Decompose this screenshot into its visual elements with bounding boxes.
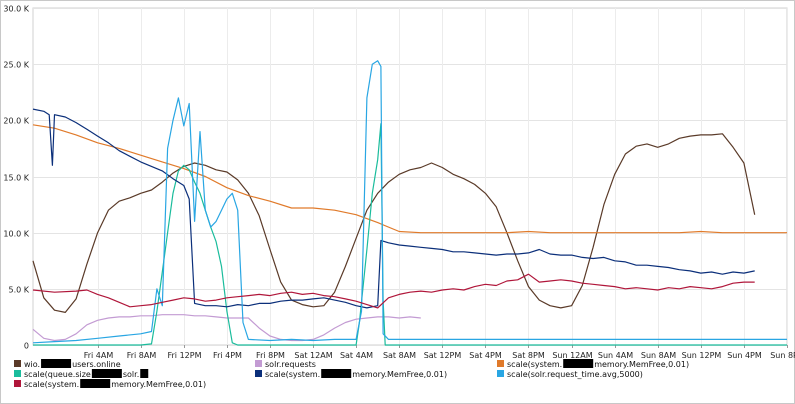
y-tick-label: 30.0 K — [3, 5, 29, 14]
legend-label: scale(system. — [24, 380, 79, 389]
y-tick-label: 20.0 K — [3, 117, 29, 126]
legend-swatch — [497, 360, 504, 367]
y-tick-label: 15.0 K — [3, 174, 29, 183]
x-tick-label: Sat 4AM — [340, 351, 373, 360]
legend-entry: scale(system. memory.MemFree,0.01) — [497, 359, 689, 369]
legend-entry: scale(system. memory.MemFree,0.01) — [14, 379, 206, 389]
series-line-3 — [32, 124, 787, 234]
y-axis: 0 5.0 K 10.0 K 15.0 K 20.0 K 25.0 K 30.0 K — [3, 5, 29, 351]
redaction-block — [140, 369, 149, 378]
x-tick-label: Fri 4PM — [213, 351, 242, 360]
y-tick-label: 0 — [24, 342, 29, 351]
x-tick-label: Sat 4PM — [469, 351, 502, 360]
legend-label: scale(queue.size — [24, 370, 91, 379]
redaction-block — [321, 369, 352, 378]
y-tick-label: 5.0 K — [8, 286, 29, 295]
x-tick-label: Sat 12AM — [294, 351, 332, 360]
x-tick-label: Sat 8PM — [512, 351, 545, 360]
legend-label-suffix: solr. — [123, 370, 139, 379]
grid — [32, 7, 788, 346]
legend-entry: solr.requests — [255, 360, 316, 369]
x-axis: Fri 4AM Fri 8AM Fri 12PM Fri 4PM Fri 8PM Sat … — [84, 345, 795, 360]
legend-label: solr.requests — [265, 360, 316, 369]
legend-swatch — [14, 360, 21, 367]
redaction-block — [80, 379, 111, 388]
legend-swatch — [497, 370, 504, 377]
series-line-6 — [32, 60, 787, 344]
legend-swatch — [255, 370, 262, 377]
plot-area — [32, 7, 788, 346]
legend-label: scale(system. — [507, 360, 562, 369]
y-tick-label: 25.0 K — [3, 61, 29, 70]
x-tick-label: Sun 4AM — [598, 351, 633, 360]
series-line-5 — [32, 108, 755, 309]
legend-swatch — [14, 370, 21, 377]
series-line-7 — [32, 273, 755, 309]
legend-label: wio. — [24, 360, 40, 369]
x-tick-label: Fri 4AM — [84, 351, 114, 360]
x-tick-label: Sat 12PM — [424, 351, 462, 360]
x-tick-label: Sun 12AM — [552, 351, 592, 360]
x-tick-label: Sun 8PM — [770, 351, 795, 360]
x-tick-label: Fri 12PM — [168, 351, 202, 360]
redaction-block — [563, 359, 594, 368]
legend-label-suffix: memory.MemFree,0.01) — [352, 370, 447, 379]
legend-label: scale(system. — [265, 370, 320, 379]
legend-entry: scale(solr.request_time.avg,5000) — [497, 370, 643, 379]
redaction-block — [41, 359, 72, 368]
series-line-2 — [32, 314, 421, 342]
legend-label-suffix: memory.MemFree,0.01) — [594, 360, 689, 369]
y-tick-label: 10.0 K — [3, 230, 29, 239]
legend-swatch — [255, 360, 262, 367]
series-line-1 — [32, 133, 756, 313]
legend-label-suffix: memory.MemFree,0.01) — [111, 380, 206, 389]
legend-label: scale(solr.request_time.avg,5000) — [507, 370, 643, 379]
legend-entry: wio. users.online — [14, 359, 121, 369]
series-lines — [32, 60, 787, 346]
x-tick-label: Fri 8PM — [256, 351, 285, 360]
legend-label-suffix: users.online — [72, 360, 121, 369]
x-tick-label: Sun 4PM — [727, 351, 762, 360]
x-tick-label: Sun 8AM — [641, 351, 676, 360]
series-line-4 — [33, 123, 787, 346]
x-tick-label: Sat 8AM — [383, 351, 416, 360]
x-tick-label: Fri 8AM — [127, 351, 157, 360]
x-tick-label: Sun 12PM — [682, 351, 722, 360]
legend-swatch — [14, 380, 21, 387]
legend: wio. users.online solr.requests scale(syste… — [14, 359, 689, 389]
legend-entry: scale(system. memory.MemFree,0.01) — [255, 369, 447, 379]
legend-entry: scale(queue.size solr. — [14, 369, 149, 379]
redaction-block — [91, 369, 122, 378]
